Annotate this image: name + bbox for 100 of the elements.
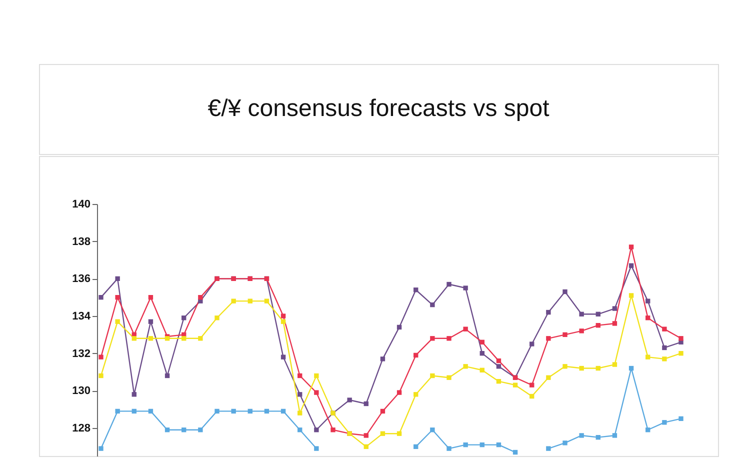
point xyxy=(148,294,154,300)
point xyxy=(298,392,302,397)
point xyxy=(364,401,368,406)
point xyxy=(546,336,551,341)
point xyxy=(164,373,170,378)
point xyxy=(546,446,551,451)
point xyxy=(364,433,368,438)
y-tick-label: 138 xyxy=(72,236,90,248)
point xyxy=(182,316,186,320)
point xyxy=(330,428,336,432)
point xyxy=(662,420,667,425)
point xyxy=(264,298,270,304)
point xyxy=(530,382,534,388)
point xyxy=(132,336,136,341)
point xyxy=(446,375,452,380)
point xyxy=(446,282,452,287)
point xyxy=(396,324,402,330)
point xyxy=(662,326,667,332)
point xyxy=(446,446,452,451)
point xyxy=(612,433,618,438)
point xyxy=(380,431,386,436)
point xyxy=(148,336,154,341)
point xyxy=(280,319,286,324)
point xyxy=(612,306,618,311)
point xyxy=(596,366,600,371)
point xyxy=(546,375,551,380)
point xyxy=(530,394,534,399)
point xyxy=(678,416,684,422)
point xyxy=(414,288,418,292)
point xyxy=(628,244,634,250)
point xyxy=(496,442,502,448)
point xyxy=(546,310,551,315)
point xyxy=(628,293,634,298)
point xyxy=(480,442,484,448)
point xyxy=(98,354,104,360)
point xyxy=(380,408,386,414)
point xyxy=(280,314,286,318)
point xyxy=(612,362,618,367)
point xyxy=(314,373,319,378)
chart-title: €/¥ consensus forecasts vs spot xyxy=(208,95,550,122)
point xyxy=(248,298,252,304)
y-tick-label: 140 xyxy=(72,198,90,210)
point xyxy=(596,434,600,440)
y-tick-label: 134 xyxy=(72,310,92,322)
point xyxy=(628,263,634,268)
point xyxy=(496,364,502,369)
point xyxy=(115,276,120,282)
y-tick-label: 132 xyxy=(72,348,90,360)
point xyxy=(148,319,154,324)
point xyxy=(430,336,435,341)
point xyxy=(298,410,302,416)
point xyxy=(231,298,236,304)
point xyxy=(562,289,568,294)
point xyxy=(579,433,584,438)
point xyxy=(231,408,236,414)
point xyxy=(214,408,220,414)
point xyxy=(98,373,104,378)
point xyxy=(248,408,252,414)
y-tick-label: 130 xyxy=(72,385,90,398)
point xyxy=(298,428,302,432)
point xyxy=(512,382,518,388)
point xyxy=(496,378,502,384)
point xyxy=(314,390,319,395)
point xyxy=(264,408,270,414)
point xyxy=(198,336,203,341)
point xyxy=(512,450,518,455)
point xyxy=(115,294,120,300)
point xyxy=(132,392,136,397)
point xyxy=(148,408,154,414)
point xyxy=(430,373,435,378)
point xyxy=(496,358,502,364)
point xyxy=(198,294,203,300)
point xyxy=(646,298,650,304)
point xyxy=(662,356,667,362)
point xyxy=(280,408,286,414)
point xyxy=(430,302,435,308)
point xyxy=(347,398,352,402)
point xyxy=(446,336,452,341)
point xyxy=(115,408,120,414)
point xyxy=(132,408,136,414)
point xyxy=(480,368,484,372)
point xyxy=(463,286,468,290)
point xyxy=(646,354,650,360)
point xyxy=(662,345,667,350)
point xyxy=(182,336,186,341)
point xyxy=(463,326,468,332)
point xyxy=(164,428,170,432)
point xyxy=(646,316,650,320)
point xyxy=(562,440,568,446)
point xyxy=(98,294,104,300)
point xyxy=(396,390,402,395)
point xyxy=(678,336,684,341)
point xyxy=(98,446,104,451)
point xyxy=(214,316,220,320)
point xyxy=(579,328,584,334)
point xyxy=(364,444,368,450)
point xyxy=(678,350,684,356)
point xyxy=(579,312,584,316)
point xyxy=(612,321,618,326)
point xyxy=(562,364,568,369)
